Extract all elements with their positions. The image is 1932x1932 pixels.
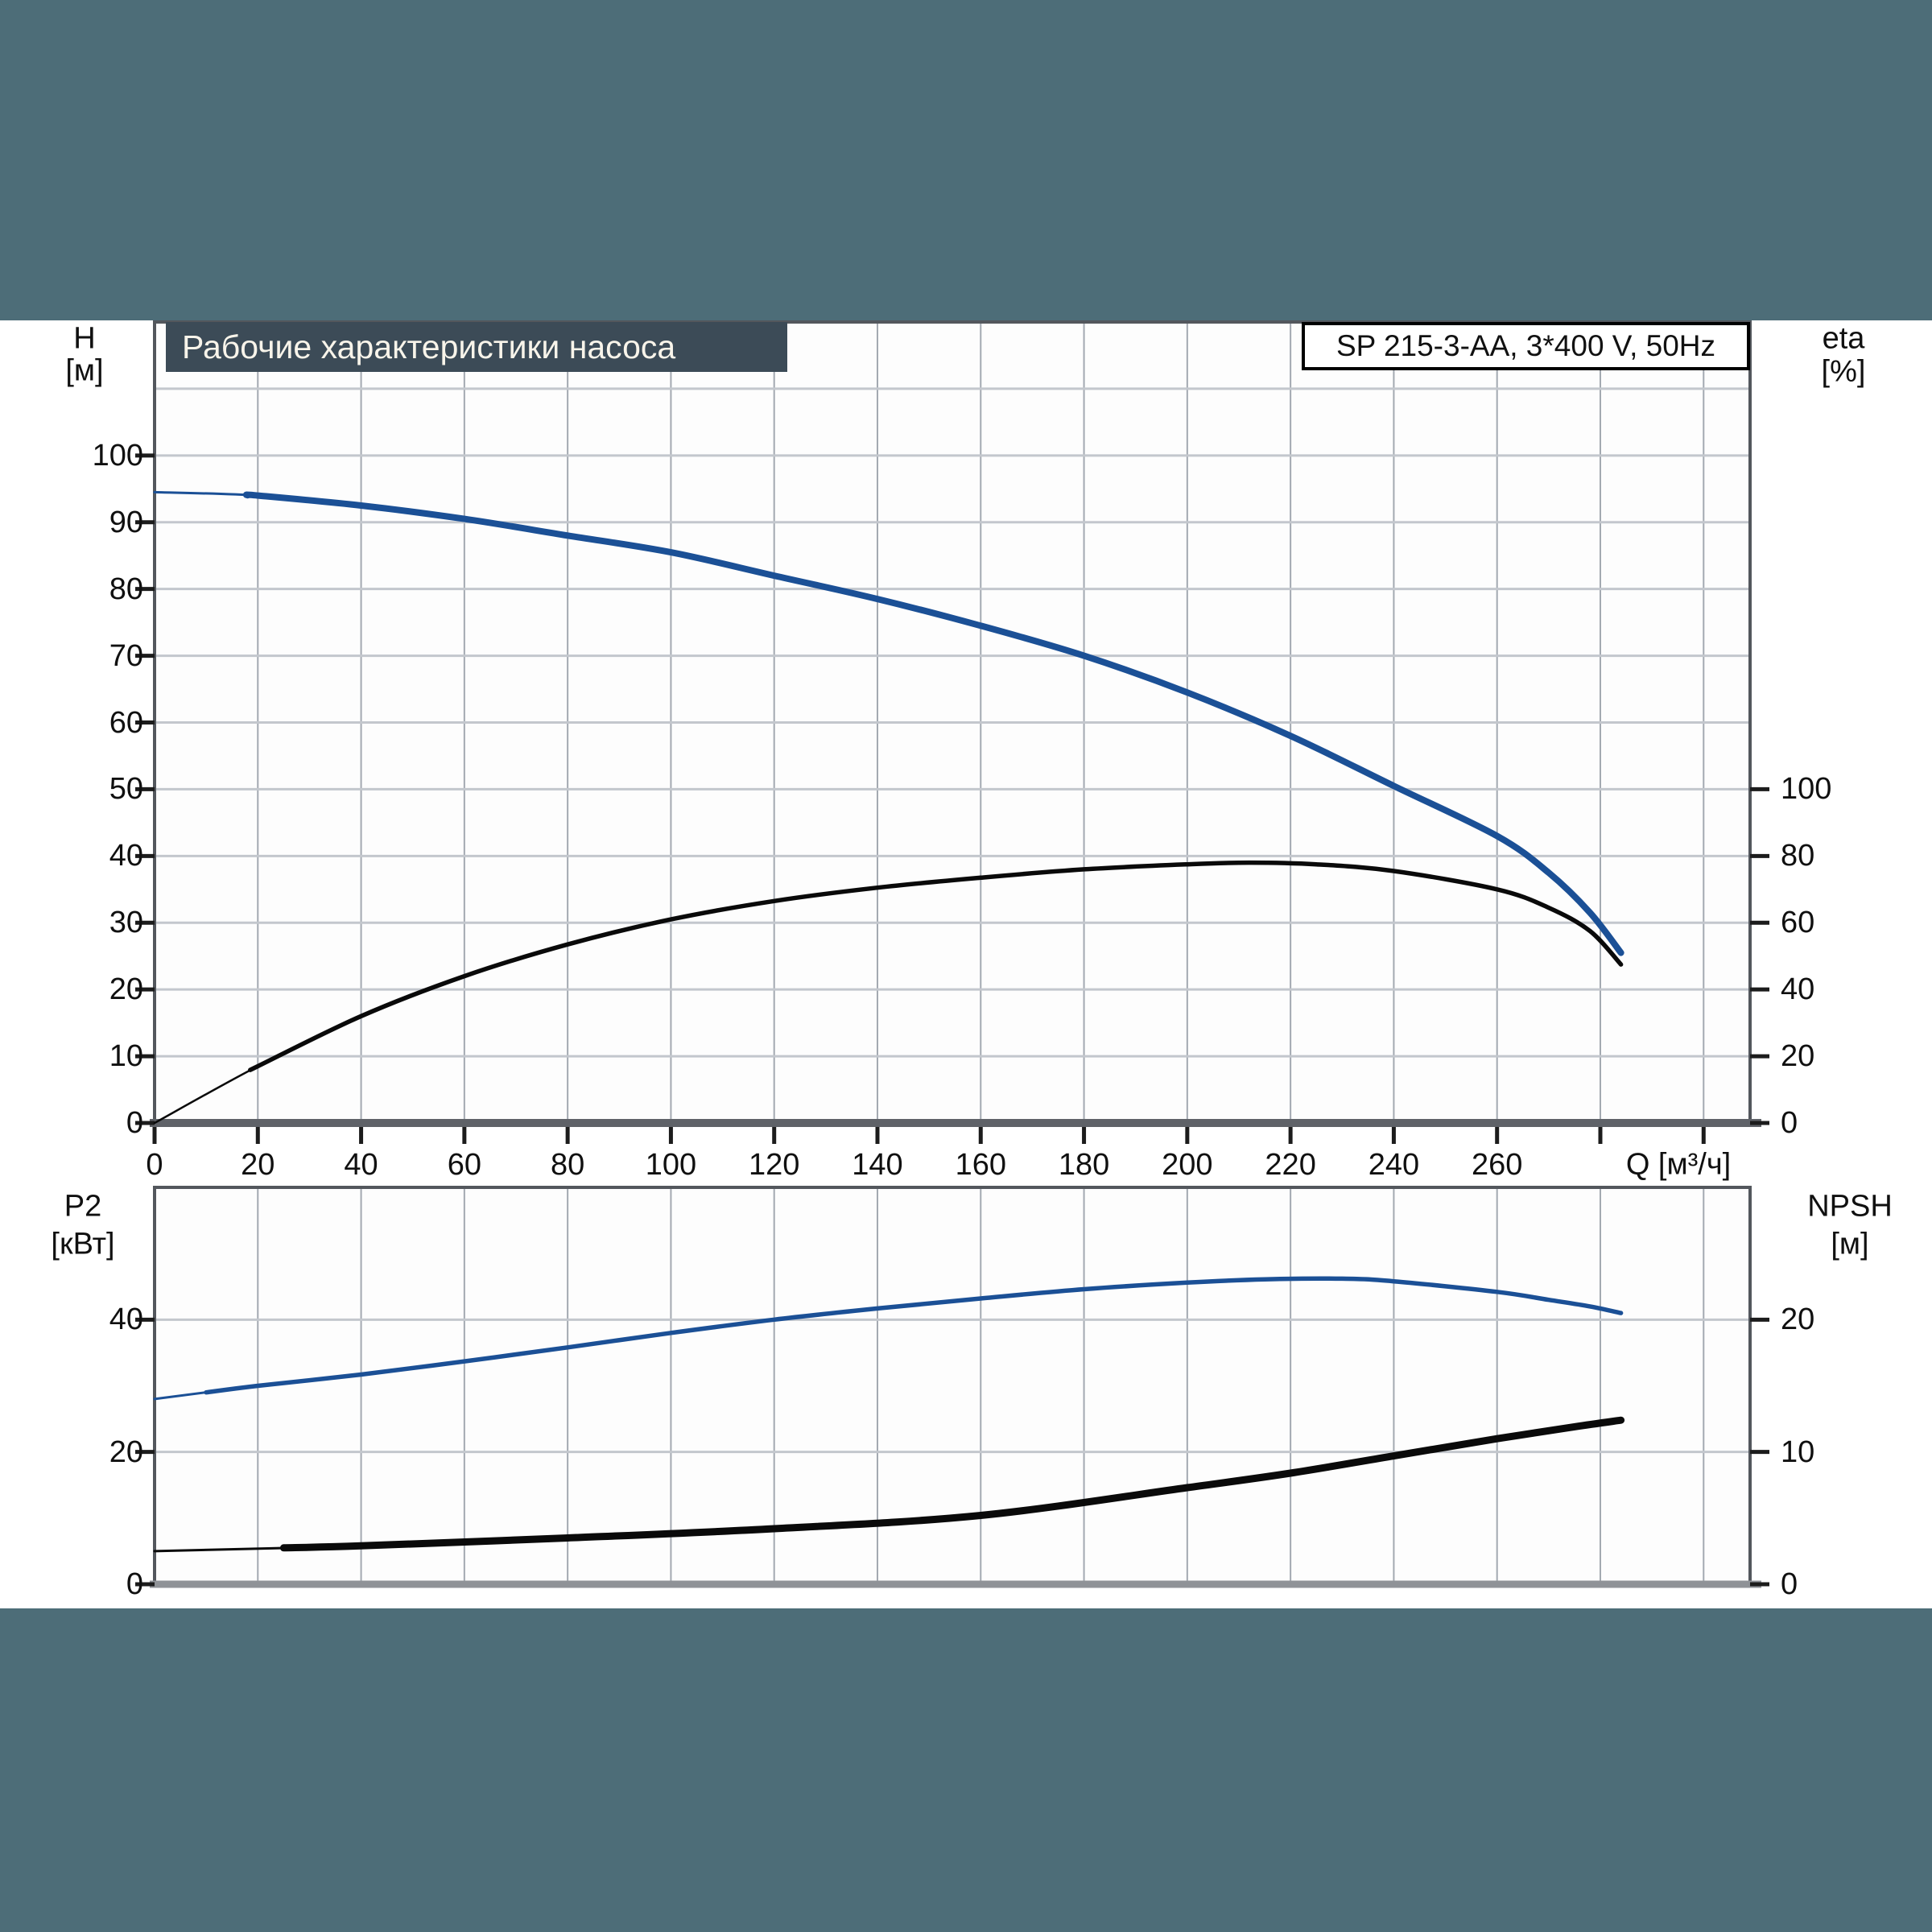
x-axis-tick-label: 120 <box>749 1148 800 1182</box>
x-axis-tick-label: 160 <box>955 1148 1006 1182</box>
chart-title: Рабочие характеристики насоса <box>182 328 676 365</box>
bottom-left-tick-label: 20 <box>109 1435 143 1469</box>
top-left-tick-label: 100 <box>92 438 143 473</box>
x-axis-tick-label: 140 <box>852 1148 903 1182</box>
bottom-left-tick-label: 40 <box>109 1302 143 1337</box>
top-left-tick-label: 40 <box>109 839 143 873</box>
top-left-tick-label: 20 <box>109 972 143 1007</box>
top-left-tick-label: 80 <box>109 572 143 606</box>
bottom-left-tick-label: 0 <box>126 1567 143 1601</box>
top-left-axis-unit: [м] <box>65 353 104 388</box>
bottom-right-tick-label: 0 <box>1781 1567 1798 1601</box>
x-axis-tick-label: 200 <box>1162 1148 1213 1182</box>
x-axis-tick-label: 100 <box>645 1148 697 1182</box>
top-left-tick-label: 70 <box>109 638 143 673</box>
x-axis-tick-label: 40 <box>344 1148 378 1182</box>
top-right-tick-label: 100 <box>1781 772 1832 807</box>
x-axis-tick-label: 0 <box>146 1148 163 1182</box>
x-axis-tick-label: 240 <box>1368 1148 1420 1182</box>
top-right-tick-label: 80 <box>1781 839 1815 873</box>
x-axis-tick-label: 260 <box>1471 1148 1523 1182</box>
top-right-axis-unit-symbol: eta <box>1822 321 1865 356</box>
npsh-curve <box>279 1416 1625 1552</box>
top-left-tick-label: 90 <box>109 505 143 539</box>
top-right-axis-unit: [%] <box>1821 354 1866 389</box>
top-left-tick-label: 0 <box>126 1106 143 1140</box>
power-curve <box>204 1276 1624 1395</box>
x-axis-tick-label: 60 <box>447 1148 481 1182</box>
x-axis-tick-label: 80 <box>550 1148 585 1182</box>
top-left-axis-unit-symbol: H <box>73 321 96 356</box>
x-axis-tick-label: 180 <box>1058 1148 1110 1182</box>
bottom-plot-area <box>155 1187 1750 1584</box>
top-left-tick-label: 10 <box>109 1039 143 1074</box>
bottom-right-axis-unit-symbol: NPSH <box>1807 1189 1893 1224</box>
pump-model-box: SP 215-3-AA, 3*400 V, 50Hz <box>1302 322 1750 370</box>
top-right-tick-label: 0 <box>1781 1106 1798 1140</box>
bottom-left-axis-unit: [кВт] <box>51 1227 115 1261</box>
chart-title-box: Рабочие характеристики насоса <box>166 322 787 372</box>
x-axis-tick-label: 20 <box>241 1148 275 1182</box>
bottom-right-axis-unit: [м] <box>1831 1227 1869 1261</box>
top-left-tick-label: 50 <box>109 772 143 807</box>
top-right-tick-label: 40 <box>1781 972 1815 1007</box>
efficiency-curve <box>248 860 1624 1072</box>
pump-model-label: SP 215-3-AA, 3*400 V, 50Hz <box>1335 329 1716 362</box>
x-axis-unit: Q [м³/ч] <box>1625 1147 1732 1182</box>
top-left-tick-label: 30 <box>109 906 143 940</box>
top-left-tick-label: 60 <box>109 705 143 740</box>
x-axis-tick-label: 220 <box>1265 1148 1316 1182</box>
top-right-tick-label: 20 <box>1781 1039 1815 1074</box>
head-curve <box>242 491 1624 956</box>
bottom-left-axis-unit-symbol: P2 <box>64 1189 102 1224</box>
bottom-right-tick-label: 20 <box>1781 1302 1815 1337</box>
bottom-right-tick-label: 10 <box>1781 1435 1815 1469</box>
top-right-tick-label: 60 <box>1781 906 1815 940</box>
